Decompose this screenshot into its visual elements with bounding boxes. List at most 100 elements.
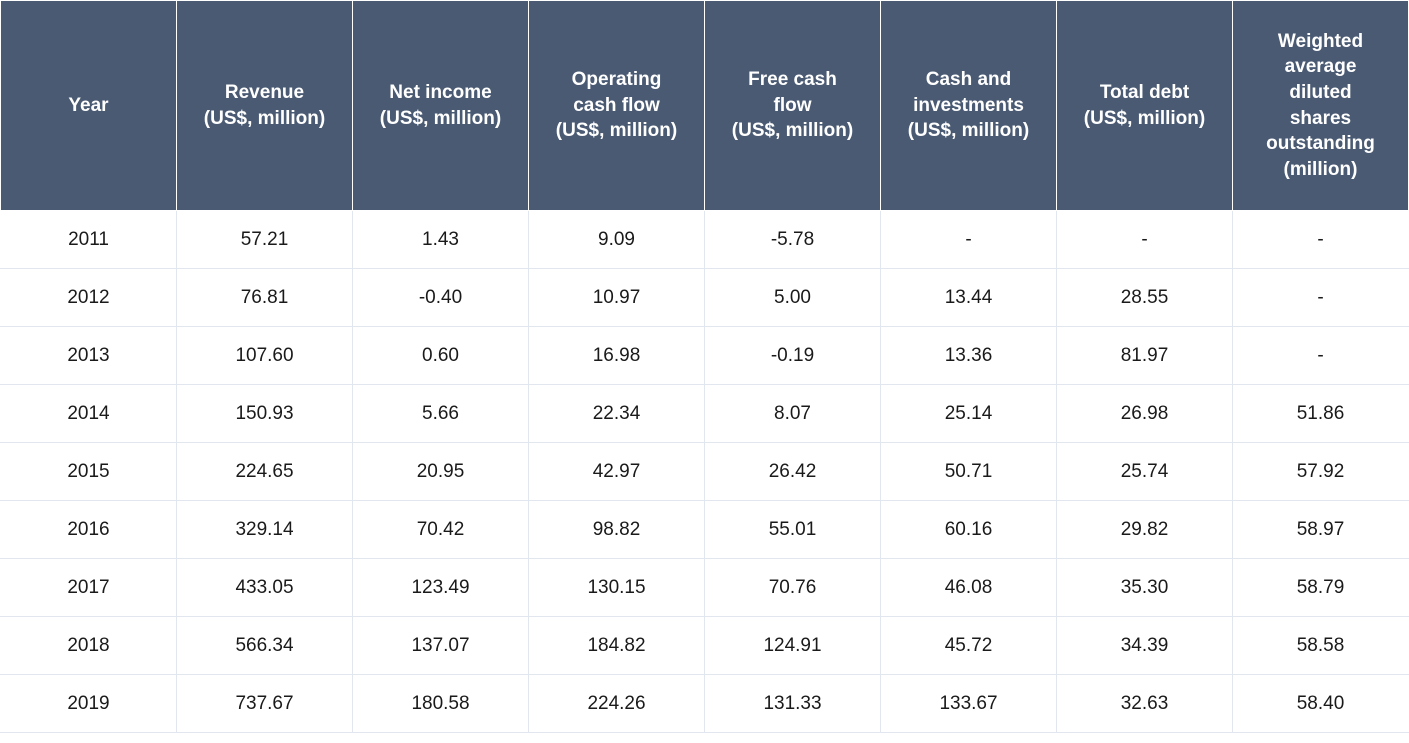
col-sh-l3: shares [1239,106,1402,132]
table-row: 2016 329.14 70.42 98.82 55.01 60.16 29.8… [1,501,1409,559]
cell-ni: 20.95 [353,443,529,501]
table-row: 2014 150.93 5.66 22.34 8.07 25.14 26.98 … [1,385,1409,443]
cell-year: 2014 [1,385,177,443]
cell-year: 2015 [1,443,177,501]
cell-ni: 1.43 [353,211,529,269]
cell-ocf: 42.97 [529,443,705,501]
cell-rev: 737.67 [177,675,353,733]
col-fcf-l2: (US$, million) [711,118,874,144]
col-cash-l1: investments [887,93,1050,119]
cell-cash: 46.08 [881,559,1057,617]
col-debt-l1: (US$, million) [1063,106,1226,132]
cell-fcf: 26.42 [705,443,881,501]
col-sh-l1: average [1239,54,1402,80]
cell-shares: 58.97 [1233,501,1409,559]
cell-rev: 76.81 [177,269,353,327]
table-row: 2015 224.65 20.95 42.97 26.42 50.71 25.7… [1,443,1409,501]
cell-shares: 58.79 [1233,559,1409,617]
cell-ocf: 130.15 [529,559,705,617]
col-fcf-l0: Free cash [711,67,874,93]
cell-ni: 123.49 [353,559,529,617]
cell-debt: 29.82 [1057,501,1233,559]
cell-debt: 26.98 [1057,385,1233,443]
cell-ni: 5.66 [353,385,529,443]
cell-rev: 329.14 [177,501,353,559]
cell-debt: 35.30 [1057,559,1233,617]
col-ocf-l0: Operating [535,67,698,93]
cell-fcf: 8.07 [705,385,881,443]
cell-fcf: 124.91 [705,617,881,675]
col-revenue-l1: (US$, million) [183,106,346,132]
cell-cash: 13.44 [881,269,1057,327]
col-net-income-l0: Net income [359,80,522,106]
table-header: Year Revenue (US$, million) Net income (… [1,1,1409,211]
cell-debt: 32.63 [1057,675,1233,733]
cell-ni: 137.07 [353,617,529,675]
cell-year: 2019 [1,675,177,733]
cell-debt: - [1057,211,1233,269]
cell-rev: 107.60 [177,327,353,385]
cell-cash: - [881,211,1057,269]
cell-year: 2011 [1,211,177,269]
financials-table: Year Revenue (US$, million) Net income (… [0,0,1409,733]
table-row: 2018 566.34 137.07 184.82 124.91 45.72 3… [1,617,1409,675]
col-sh-l4: outstanding [1239,131,1402,157]
cell-debt: 81.97 [1057,327,1233,385]
col-sh-l2: diluted [1239,80,1402,106]
table-header-row: Year Revenue (US$, million) Net income (… [1,1,1409,211]
cell-year: 2013 [1,327,177,385]
cell-shares: 58.58 [1233,617,1409,675]
cell-ni: -0.40 [353,269,529,327]
cell-debt: 25.74 [1057,443,1233,501]
cell-fcf: 5.00 [705,269,881,327]
col-net-income-l1: (US$, million) [359,106,522,132]
col-cash-investments: Cash and investments (US$, million) [881,1,1057,211]
cell-rev: 150.93 [177,385,353,443]
cell-rev: 224.65 [177,443,353,501]
cell-year: 2017 [1,559,177,617]
col-revenue: Revenue (US$, million) [177,1,353,211]
cell-ocf: 184.82 [529,617,705,675]
col-total-debt: Total debt (US$, million) [1057,1,1233,211]
col-ocf-l1: cash flow [535,93,698,119]
cell-fcf: -0.19 [705,327,881,385]
cell-shares: - [1233,269,1409,327]
col-year-l0: Year [7,93,170,119]
cell-fcf: 131.33 [705,675,881,733]
financials-table-wrap: Year Revenue (US$, million) Net income (… [0,0,1409,733]
cell-cash: 133.67 [881,675,1057,733]
cell-ocf: 9.09 [529,211,705,269]
cell-fcf: 55.01 [705,501,881,559]
col-operating-cash-flow: Operating cash flow (US$, million) [529,1,705,211]
col-cash-l2: (US$, million) [887,118,1050,144]
cell-cash: 13.36 [881,327,1057,385]
cell-shares: - [1233,211,1409,269]
cell-cash: 50.71 [881,443,1057,501]
col-fcf-l1: flow [711,93,874,119]
cell-cash: 45.72 [881,617,1057,675]
cell-shares: 58.40 [1233,675,1409,733]
col-debt-l0: Total debt [1063,80,1226,106]
cell-debt: 34.39 [1057,617,1233,675]
col-net-income: Net income (US$, million) [353,1,529,211]
cell-ocf: 98.82 [529,501,705,559]
col-ocf-l2: (US$, million) [535,118,698,144]
col-cash-l0: Cash and [887,67,1050,93]
col-year: Year [1,1,177,211]
cell-ocf: 10.97 [529,269,705,327]
cell-year: 2016 [1,501,177,559]
col-diluted-shares: Weighted average diluted shares outstand… [1233,1,1409,211]
col-free-cash-flow: Free cash flow (US$, million) [705,1,881,211]
table-row: 2012 76.81 -0.40 10.97 5.00 13.44 28.55 … [1,269,1409,327]
cell-ocf: 224.26 [529,675,705,733]
cell-ocf: 16.98 [529,327,705,385]
cell-cash: 60.16 [881,501,1057,559]
table-row: 2013 107.60 0.60 16.98 -0.19 13.36 81.97… [1,327,1409,385]
table-row: 2011 57.21 1.43 9.09 -5.78 - - - [1,211,1409,269]
table-body: 2011 57.21 1.43 9.09 -5.78 - - - 2012 76… [1,211,1409,733]
cell-ni: 180.58 [353,675,529,733]
table-row: 2017 433.05 123.49 130.15 70.76 46.08 35… [1,559,1409,617]
cell-ni: 0.60 [353,327,529,385]
cell-year: 2018 [1,617,177,675]
cell-fcf: 70.76 [705,559,881,617]
